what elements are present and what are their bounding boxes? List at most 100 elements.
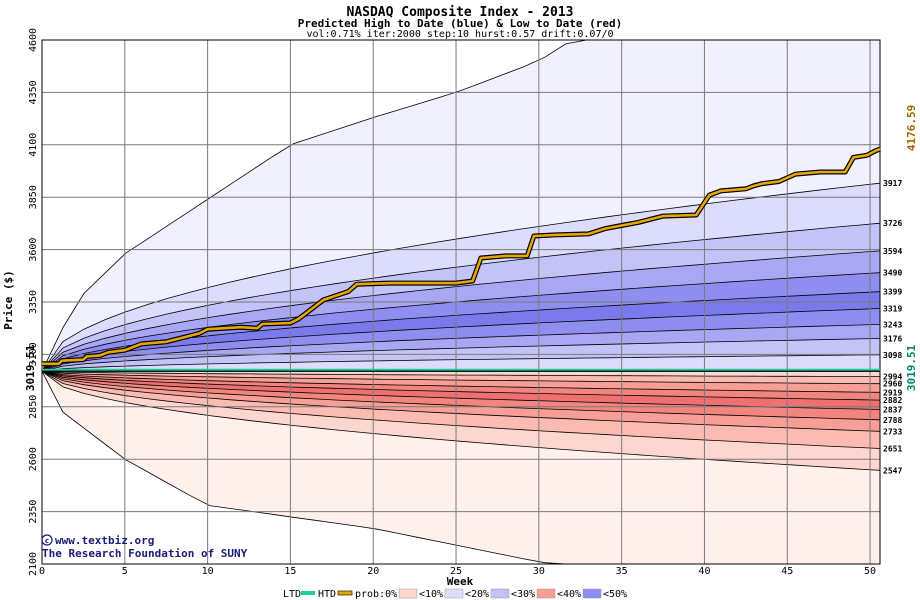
low-band bbox=[42, 371, 880, 449]
low-band-boundary bbox=[41, 370, 881, 410]
low-band-boundary bbox=[41, 370, 881, 471]
y-tick-label: 2600 bbox=[28, 447, 39, 471]
high-band-boundary bbox=[41, 250, 881, 372]
legend-htd-label: HTD bbox=[318, 589, 336, 600]
x-tick-label: 30 bbox=[533, 566, 545, 577]
high-percentile-label: 3243 bbox=[883, 320, 902, 329]
y-axis-label: Price ($) bbox=[2, 270, 15, 330]
credit-url[interactable]: www.textbiz.org bbox=[55, 534, 154, 547]
low-band bbox=[42, 371, 880, 393]
low-band-boundary bbox=[41, 370, 881, 432]
high-percentile-label: 3098 bbox=[883, 351, 902, 360]
legend-swatch bbox=[490, 588, 510, 599]
legend-item-label: <30% bbox=[511, 589, 535, 600]
low-band bbox=[42, 371, 880, 432]
low-band bbox=[42, 371, 880, 377]
x-tick-label: 10 bbox=[202, 566, 214, 577]
high-band-boundary bbox=[41, 354, 881, 372]
start-value-label-left: 3019.51 bbox=[24, 344, 37, 391]
low-percentile-label: 2994 bbox=[883, 373, 902, 382]
plot-border bbox=[41, 39, 881, 565]
low-percentile-label: 2733 bbox=[883, 427, 902, 436]
copyright-glyph: c bbox=[45, 537, 49, 545]
high-percentile-label: 3917 bbox=[883, 179, 902, 188]
ticks-layer: 0 5 10 15 20 25 30 35 40 45 50 2100 2350 2600 2850 3100… bbox=[28, 28, 876, 577]
credit-org: The Research Foundation of SUNY bbox=[42, 547, 248, 560]
grid-layer bbox=[41, 39, 881, 565]
high-band bbox=[42, 354, 880, 372]
low-band bbox=[42, 371, 880, 401]
high-percentile-label: 3319 bbox=[883, 304, 902, 313]
x-tick-label: 5 bbox=[122, 566, 128, 577]
high-band bbox=[42, 272, 880, 372]
high-band bbox=[42, 223, 880, 372]
legend-item-label: <40% bbox=[557, 589, 581, 600]
y-tick-label: 4350 bbox=[28, 80, 39, 104]
high-band-boundary bbox=[41, 182, 881, 372]
high-percentile-label: 3399 bbox=[883, 288, 902, 297]
low-band-boundary bbox=[41, 370, 881, 421]
high-percentile-label: 3176 bbox=[883, 334, 902, 343]
low-band-boundary bbox=[41, 370, 881, 385]
low-percentile-label: 2651 bbox=[883, 445, 902, 454]
high-percentile-label: 3490 bbox=[883, 269, 902, 278]
low-percentile-label: 2837 bbox=[883, 406, 902, 415]
chart-subtitle: Predicted High to Date (blue) & Low to D… bbox=[298, 17, 623, 30]
y-tick-label: 3100 bbox=[28, 342, 39, 366]
legend-items: <10% <20% <30% <40% <50% bbox=[398, 588, 627, 600]
high-band-boundary bbox=[41, 324, 881, 372]
chart-title: NASDAQ Composite Index - 2013 bbox=[347, 5, 574, 20]
high-band bbox=[42, 183, 880, 372]
legend-prob-label: prob:0% bbox=[355, 589, 397, 600]
y-tick-label: 2850 bbox=[28, 395, 39, 419]
y-tick-label: 4600 bbox=[28, 28, 39, 52]
copyright-icon bbox=[41, 534, 53, 546]
low-band-boundary bbox=[41, 370, 881, 393]
legend-item-label: <20% bbox=[465, 589, 489, 600]
y-tick-label: 4100 bbox=[28, 133, 39, 157]
low-band bbox=[42, 371, 880, 564]
high-band-boundary bbox=[41, 222, 881, 372]
y-tick-label: 2350 bbox=[28, 500, 39, 524]
start-value-label-right: 3019.51 bbox=[905, 344, 918, 391]
final-value-label: 4176.59 bbox=[905, 105, 918, 151]
low-band bbox=[42, 371, 880, 471]
legend-swatch bbox=[398, 588, 418, 599]
high-band bbox=[42, 291, 880, 372]
low-band bbox=[42, 371, 880, 384]
low-percentile-label: 2960 bbox=[883, 380, 902, 389]
legend-item-label: <10% bbox=[419, 589, 443, 600]
low-band bbox=[42, 371, 880, 420]
low-band-boundary bbox=[41, 370, 881, 401]
legend: LTD HTD prob:0% <10% <20% <30% <40% <50% bbox=[283, 588, 627, 600]
high-band-boundary bbox=[41, 308, 881, 372]
x-tick-label: 50 bbox=[864, 566, 876, 577]
legend-swatch bbox=[536, 588, 556, 599]
low-band bbox=[42, 371, 880, 410]
high-band bbox=[42, 40, 880, 372]
x-tick-label: 0 bbox=[39, 566, 45, 577]
x-tick-label: 25 bbox=[450, 566, 462, 577]
low-band-boundary bbox=[41, 370, 881, 449]
labels-layer: 3917 3726 3594 3490 3399 3319 3243 3176 3098 2994… bbox=[883, 179, 902, 475]
high-percentile-label: 3726 bbox=[883, 219, 902, 228]
chart-params: vol:0.71% iter:2000 step:10 hurst:0.57 d… bbox=[306, 29, 613, 40]
x-tick-label: 20 bbox=[367, 566, 379, 577]
y-tick-label: 3600 bbox=[28, 238, 39, 262]
bands-layer bbox=[41, 39, 881, 565]
legend-ltd-label: LTD bbox=[283, 589, 301, 600]
low-percentile-label: 2919 bbox=[883, 388, 902, 397]
low-percentile-label: 2547 bbox=[883, 466, 902, 475]
y-tick-label: 3350 bbox=[28, 290, 39, 314]
y-tick-label: 2100 bbox=[28, 552, 39, 576]
x-axis-label: Week bbox=[447, 575, 474, 588]
x-tick-label: 45 bbox=[781, 566, 793, 577]
legend-htd-swatch bbox=[337, 590, 353, 596]
htd-line bbox=[42, 147, 881, 366]
legend-swatch bbox=[582, 588, 602, 599]
low-percentile-label: 2788 bbox=[883, 416, 902, 425]
high-band bbox=[42, 308, 880, 372]
y-tick-label: 3850 bbox=[28, 185, 39, 209]
